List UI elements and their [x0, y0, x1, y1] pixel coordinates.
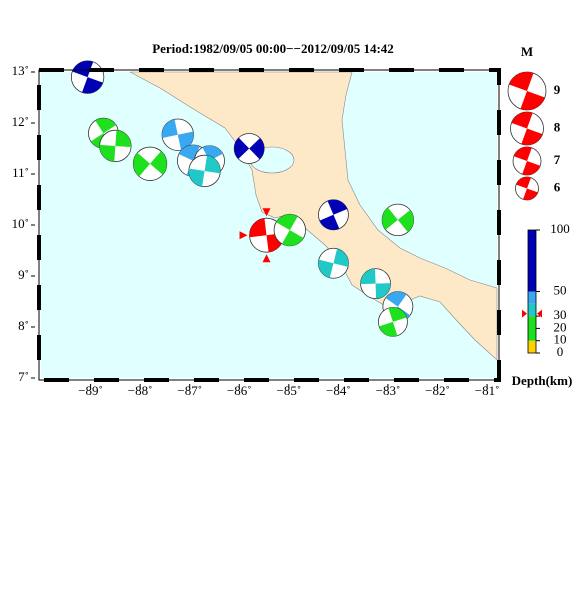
beachball-quadrant	[276, 214, 298, 231]
event	[188, 154, 221, 188]
event	[99, 129, 132, 163]
beachball-quadrant	[327, 199, 348, 215]
beachball-quadrant	[188, 168, 205, 187]
legend-label: 6	[554, 179, 561, 194]
beachball-quadrant	[511, 112, 533, 129]
beachball-quadrant	[162, 119, 178, 139]
title: Period:1982/09/05 00:00−−2012/09/05 14:4…	[152, 41, 394, 56]
beachball-quadrant	[382, 207, 398, 230]
beachball-quadrant	[281, 230, 304, 246]
depth-tick-label: 20	[554, 319, 567, 334]
beachball-quadrant	[513, 147, 532, 161]
beachball-quadrant	[72, 60, 94, 78]
depth-tick-label: 100	[550, 221, 570, 236]
beachball-quadrant	[115, 130, 132, 148]
depth-tick-label: 30	[554, 307, 567, 322]
highlight-marker	[262, 208, 271, 217]
depth-band	[528, 230, 536, 292]
x-tick-label: −84˚	[326, 383, 351, 398]
legend-label: 7	[554, 152, 561, 167]
y-tick-label: 8˚	[18, 318, 29, 333]
highlight-marker	[262, 254, 271, 263]
beachball-quadrant	[82, 77, 103, 94]
beachball-quadrant	[318, 259, 334, 278]
beachball-quadrant	[375, 283, 391, 299]
beachball-quadrant	[234, 137, 250, 159]
depth-tick-label: 50	[554, 282, 567, 297]
beachball-quadrant	[249, 138, 265, 160]
beachball-quadrant	[397, 209, 414, 233]
beachball-quadrant	[522, 161, 541, 176]
beachball-quadrant	[360, 268, 376, 285]
event	[318, 199, 349, 231]
event	[233, 133, 265, 164]
depth-band	[528, 316, 536, 341]
depth-band	[528, 303, 536, 317]
beachball-quadrant	[150, 151, 167, 175]
x-tick-label: −81˚	[475, 383, 500, 398]
y-tick-label: 7˚	[18, 369, 29, 384]
event	[381, 203, 415, 237]
depth-band	[528, 291, 536, 304]
x-tick-label: −83˚	[376, 383, 401, 398]
beachball-quadrant	[249, 218, 267, 238]
event	[161, 118, 194, 151]
beachball-quadrant	[516, 177, 531, 189]
event	[273, 213, 306, 247]
beachball-quadrant	[379, 321, 398, 337]
depth-title: Depth(km)	[512, 373, 573, 388]
legend-label: 9	[554, 82, 561, 97]
event	[360, 268, 391, 300]
beachball-quadrant	[520, 91, 545, 111]
event	[132, 146, 168, 181]
land	[129, 71, 498, 361]
legend-label: 8	[554, 119, 561, 134]
beachball-quadrant	[509, 72, 534, 91]
event	[70, 60, 105, 94]
legend-title: M	[521, 44, 533, 59]
y-tick-label: 13˚	[12, 63, 29, 78]
x-tick-label: −88˚	[128, 383, 153, 398]
y-tick-label: 12˚	[12, 114, 29, 129]
frame-outline	[38, 69, 500, 381]
beachball-quadrant	[204, 155, 221, 174]
event	[378, 306, 408, 337]
beachball-quadrant	[523, 188, 538, 200]
beachball-quadrant	[333, 248, 349, 267]
y-tick-label: 11˚	[12, 165, 29, 180]
highlight-marker	[239, 231, 248, 240]
beachball-quadrant	[388, 307, 407, 322]
depth-tick-label: 0	[557, 344, 564, 359]
x-tick-label: −82˚	[425, 383, 450, 398]
y-tick-label: 9˚	[18, 267, 29, 282]
beachball-quadrant	[178, 144, 200, 161]
beachball-quadrant	[177, 131, 194, 151]
beachball-quadrant	[319, 214, 340, 230]
beachball-quadrant	[133, 152, 151, 177]
x-tick-label: −85˚	[276, 383, 301, 398]
depth-band	[528, 340, 536, 353]
depth-tick-label: 10	[554, 332, 567, 347]
x-tick-label: −89˚	[78, 383, 103, 398]
event	[318, 247, 349, 279]
y-tick-label: 10˚	[12, 216, 29, 231]
beachball-quadrant	[99, 144, 116, 162]
x-tick-label: −87˚	[177, 383, 202, 398]
x-tick-label: −86˚	[227, 383, 252, 398]
beachball-quadrant	[385, 291, 407, 307]
beachball-quadrant	[521, 128, 543, 145]
depth-marker	[522, 309, 542, 318]
beachball-quadrant	[95, 118, 117, 134]
